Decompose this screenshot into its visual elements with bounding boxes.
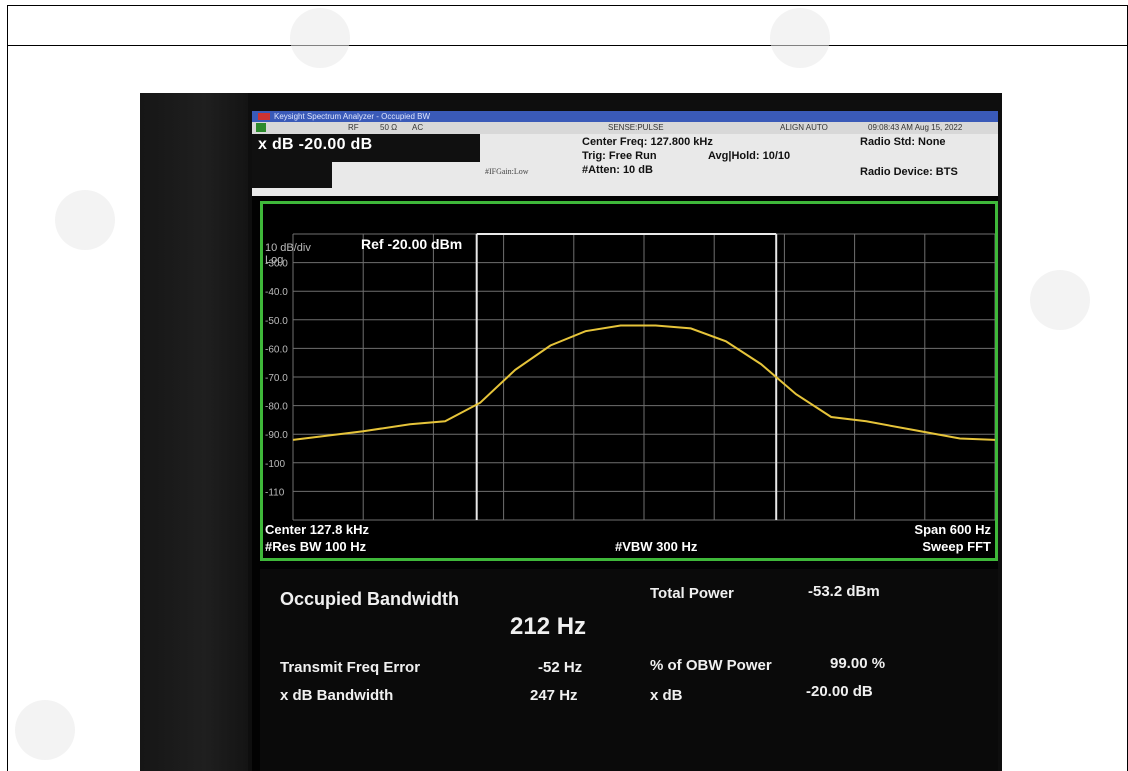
input-impedance: 50 Ω [380,123,398,132]
watermark-logo [770,8,830,68]
results-panel: Occupied Bandwidth 212 Hz Total Power -5… [260,569,998,771]
window-title: Keysight Spectrum Analyzer - Occupied BW [274,112,431,121]
y-tick-label: -90.0 [265,430,288,441]
y-axis-labels: -30.0 -40.0 -50.0 -60.0 -70.0 -80.0 -90.0 -100 -… [265,259,288,499]
total-power-value: -53.2 dBm [808,583,880,600]
reference-level[interactable]: Ref -20.00 dBm [361,236,462,252]
y-tick-label: -50.0 [265,316,288,327]
date-time: 09:08:43 AM Aug 15, 2022 [868,123,963,132]
status-indicator-icon [256,123,266,132]
scale-type: Log [265,254,283,266]
occupied-bw-value: 212 Hz [510,613,587,640]
xdb-bw-value: 247 Hz [530,687,578,704]
instrument-bezel [140,93,248,771]
center-freq[interactable]: Center Freq: 127.800 kHz [582,136,713,148]
y-tick-label: -70.0 [265,373,288,384]
y-tick-label: -80.0 [265,402,288,413]
y-tick-label: -40.0 [265,287,288,298]
watermark-logo [290,8,350,68]
tx-freq-error-label: Transmit Freq Error [280,659,421,676]
analyzer-screen: Keysight Spectrum Analyzer - Occupied BW… [252,111,998,771]
radio-standard[interactable]: Radio Std: None [860,136,946,148]
instrument-photo: Keysight Spectrum Analyzer - Occupied BW… [140,93,1002,771]
y-tick-label: -110 [265,487,285,498]
align-mode: ALIGN AUTO [780,123,828,132]
watermark-logo [15,700,75,760]
xdb-active-value[interactable]: x dB -20.00 dB [258,136,373,153]
y-tick-label: -100 [265,459,285,470]
y-tick-label: -60.0 [265,344,288,355]
sweep-type-label[interactable]: Sweep FFT [922,539,991,554]
input-port: RF [348,123,359,132]
input-coupling: AC [412,123,424,132]
spectrum-display: 10 dB/div Log Ref -20.00 dBm -30.0 -40.0-… [260,201,998,561]
avg-hold[interactable]: Avg|Hold: 10/10 [708,150,791,162]
scale-per-div: 10 dB/div [265,242,311,254]
tx-freq-error-value: -52 Hz [538,659,583,676]
vbw-label[interactable]: #VBW 300 Hz [615,539,698,554]
xdb-label: x dB [650,687,683,704]
res-bw-label[interactable]: #Res BW 100 Hz [265,539,367,554]
radio-device[interactable]: Radio Device: BTS [860,166,958,178]
keysight-logo-icon [258,113,270,120]
spectrum-plot: 10 dB/div Log Ref -20.00 dBm -30.0-40.0-… [265,233,995,554]
obw-power-value: 99.00 % [830,655,886,672]
y-tick-label: -30.0 [265,259,288,270]
plot-grid [292,233,995,521]
occupied-bw-label: Occupied Bandwidth [280,589,460,609]
center-frequency-label[interactable]: Center 127.8 kHz [265,522,370,537]
total-power-label: Total Power [650,585,734,602]
spectrum-trace [292,324,995,441]
watermark-logo [55,190,115,250]
watermark-logo [1030,270,1090,330]
header-divider [7,45,1128,46]
status-row: RF 50 Ω AC SENSE:PULSE ALIGN AUTO 09:08:… [252,122,998,134]
xdb-value: -20.00 dB [806,683,873,700]
if-gain: #IFGain:Low [485,167,529,176]
settings-panel: RF 50 Ω AC SENSE:PULSE ALIGN AUTO 09:08:… [252,122,998,196]
xdb-bw-label: x dB Bandwidth [280,687,394,704]
trigger-mode[interactable]: Trig: Free Run [582,150,657,162]
soft-area [252,162,332,188]
active-function-area: x dB -20.00 dB [252,134,480,162]
span-label[interactable]: Span 600 Hz [914,522,991,537]
window-title-bar: Keysight Spectrum Analyzer - Occupied BW [252,111,998,122]
sense-mode: SENSE:PULSE [608,123,664,132]
attenuation[interactable]: #Atten: 10 dB [582,164,653,176]
obw-power-label: % of OBW Power [650,657,772,674]
